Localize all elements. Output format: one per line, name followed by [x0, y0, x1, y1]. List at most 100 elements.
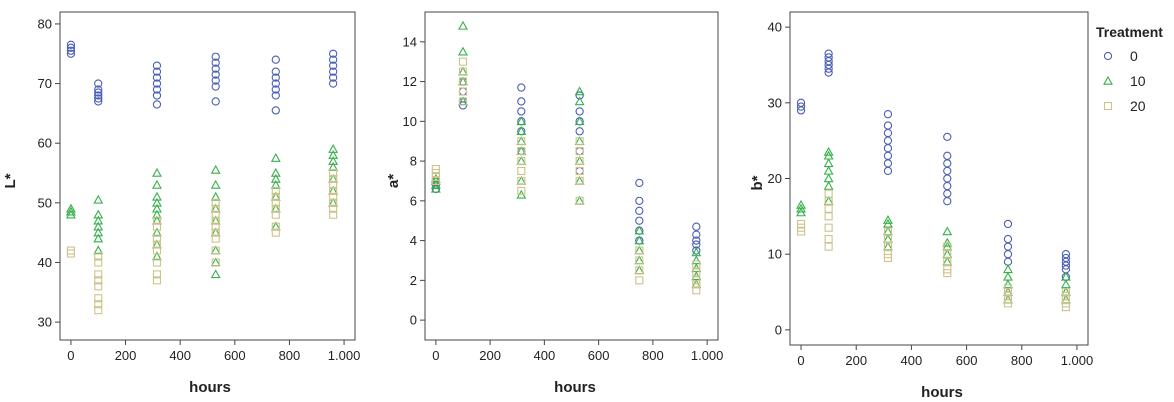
data-point — [943, 159, 952, 168]
data-point — [152, 73, 162, 82]
x-tick-label: 600 — [588, 348, 610, 363]
data-point — [271, 85, 280, 94]
data-point — [1060, 286, 1071, 296]
data-point — [94, 88, 103, 97]
data-point — [93, 215, 104, 225]
data-point — [211, 58, 220, 67]
data-point — [152, 258, 162, 267]
plot-frame-L — [59, 11, 356, 341]
x-tick-label: 1.000 — [328, 348, 361, 363]
data-point — [328, 55, 338, 64]
data-point — [824, 204, 833, 213]
y-tick-label: 70 — [38, 76, 52, 91]
data-point — [458, 87, 468, 96]
data-point — [575, 147, 584, 156]
data-point — [1003, 234, 1013, 244]
data-point — [635, 206, 644, 215]
data-point — [574, 116, 585, 126]
data-point — [517, 107, 526, 116]
y-tick-label: 0 — [410, 313, 417, 328]
x-tick-label: 800 — [642, 348, 664, 363]
data-point — [1003, 271, 1013, 281]
data-point — [94, 282, 103, 291]
y-tick-label: 10 — [768, 247, 782, 262]
data-point — [271, 210, 280, 219]
data-point — [574, 96, 585, 106]
data-point — [1060, 279, 1071, 289]
data-point — [328, 149, 339, 159]
data-point — [575, 166, 584, 176]
data-point — [271, 91, 280, 100]
data-point — [883, 136, 893, 145]
x-tick-label: 200 — [115, 348, 137, 363]
data-point — [1061, 253, 1071, 263]
data-point — [329, 210, 338, 219]
data-point — [152, 167, 162, 177]
data-point — [823, 196, 834, 205]
data-point — [517, 186, 526, 195]
data-point — [152, 67, 162, 76]
data-point — [329, 198, 338, 207]
data-point — [635, 246, 644, 255]
data-point — [1003, 279, 1013, 289]
data-point — [271, 186, 280, 195]
data-point — [517, 137, 526, 146]
data-point — [94, 94, 103, 103]
data-point — [634, 245, 645, 255]
y-axis-title: b* — [749, 175, 766, 190]
data-point — [635, 266, 644, 275]
data-point — [823, 180, 834, 190]
data-point — [66, 46, 76, 55]
data-point — [93, 245, 104, 255]
x-tick-label: 800 — [1011, 353, 1033, 368]
plot-frame-a — [424, 11, 719, 341]
data-point — [635, 196, 644, 205]
x-tick-label: 0 — [67, 348, 74, 363]
y-tick-label: 0 — [775, 322, 782, 337]
data-point — [210, 191, 221, 201]
data-point — [152, 246, 162, 255]
data-point — [517, 97, 526, 106]
y-tick-label: 50 — [38, 195, 52, 210]
data-point — [1003, 250, 1013, 259]
data-point — [211, 222, 220, 231]
x-tick-label: 800 — [279, 348, 301, 363]
data-point — [65, 209, 76, 219]
data-point — [94, 85, 103, 94]
data-point — [210, 269, 221, 279]
data-point — [1003, 219, 1013, 229]
data-point — [65, 206, 76, 216]
data-point — [883, 144, 893, 153]
series-20 — [796, 189, 1070, 312]
data-point — [210, 179, 221, 189]
data-point — [575, 107, 584, 116]
data-point — [430, 173, 441, 183]
data-point — [574, 86, 585, 96]
data-point — [270, 167, 281, 177]
data-point — [824, 234, 833, 244]
x-tick-label: 200 — [845, 353, 867, 368]
data-point — [1061, 250, 1071, 259]
y-tick-label: 60 — [38, 136, 52, 151]
series-10 — [796, 146, 1071, 304]
data-point — [883, 242, 893, 251]
data-point — [211, 210, 220, 219]
data-point — [691, 247, 702, 257]
data-point — [1061, 287, 1070, 297]
data-point — [458, 77, 468, 86]
data-point — [152, 216, 162, 225]
data-point — [329, 192, 338, 201]
data-point — [94, 79, 103, 88]
data-point — [692, 246, 701, 255]
data-point — [824, 212, 833, 221]
data-point — [943, 257, 952, 266]
data-point — [943, 250, 952, 259]
data-point — [66, 40, 76, 49]
data-point — [575, 166, 584, 176]
data-point — [328, 61, 338, 70]
data-point — [458, 57, 468, 66]
series-0 — [796, 49, 1071, 282]
data-point — [942, 226, 953, 236]
data-point — [634, 265, 645, 275]
data-point — [883, 121, 893, 130]
